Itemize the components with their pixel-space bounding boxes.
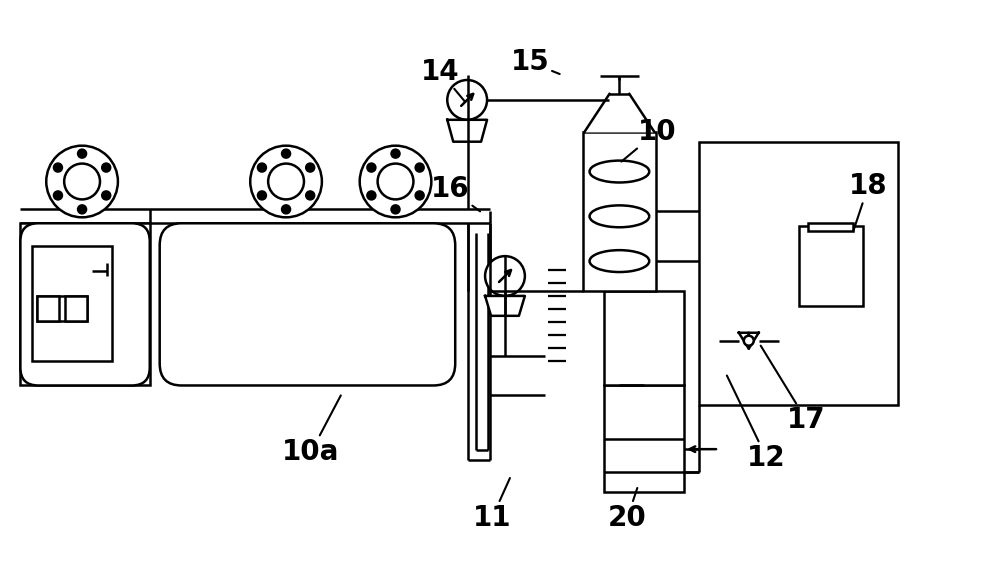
- Circle shape: [306, 164, 314, 172]
- Circle shape: [54, 164, 62, 172]
- Circle shape: [392, 150, 400, 158]
- Text: 17: 17: [761, 346, 826, 434]
- Circle shape: [54, 191, 62, 199]
- Bar: [20, 223, 150, 385]
- Circle shape: [416, 164, 424, 172]
- Text: 16: 16: [431, 176, 480, 211]
- Bar: [65, 296, 87, 321]
- Bar: [808, 223, 853, 231]
- Polygon shape: [749, 333, 759, 348]
- Circle shape: [258, 164, 266, 172]
- Circle shape: [392, 205, 400, 213]
- Circle shape: [416, 191, 424, 199]
- Text: 20: 20: [608, 488, 647, 532]
- Polygon shape: [585, 94, 654, 132]
- Bar: [32, 246, 112, 361]
- Text: 12: 12: [727, 375, 786, 472]
- Text: 18: 18: [849, 172, 887, 231]
- Circle shape: [282, 150, 290, 158]
- Circle shape: [378, 164, 413, 199]
- Circle shape: [268, 164, 304, 199]
- Text: 10a: 10a: [282, 396, 341, 466]
- Bar: [583, 132, 656, 291]
- Circle shape: [78, 205, 86, 213]
- Circle shape: [744, 335, 754, 346]
- Text: 10: 10: [621, 118, 677, 162]
- Bar: [699, 142, 898, 406]
- Circle shape: [78, 150, 86, 158]
- Circle shape: [367, 191, 375, 199]
- Circle shape: [282, 205, 290, 213]
- Circle shape: [360, 146, 431, 217]
- Bar: [604, 385, 684, 492]
- Circle shape: [250, 146, 322, 217]
- Circle shape: [102, 191, 110, 199]
- Circle shape: [485, 256, 525, 296]
- Circle shape: [64, 164, 100, 199]
- Circle shape: [258, 191, 266, 199]
- Circle shape: [306, 191, 314, 199]
- Text: 15: 15: [510, 48, 560, 76]
- Circle shape: [102, 164, 110, 172]
- Bar: [799, 226, 863, 306]
- FancyBboxPatch shape: [160, 223, 455, 385]
- Polygon shape: [485, 296, 525, 316]
- Bar: [37, 296, 59, 321]
- Bar: [37, 296, 87, 321]
- Circle shape: [46, 146, 118, 217]
- FancyBboxPatch shape: [20, 223, 150, 385]
- Polygon shape: [739, 333, 749, 348]
- Circle shape: [367, 164, 375, 172]
- Bar: [604, 291, 684, 385]
- Circle shape: [447, 80, 487, 120]
- Text: 14: 14: [421, 58, 465, 102]
- Text: 11: 11: [473, 478, 511, 532]
- Polygon shape: [447, 120, 487, 142]
